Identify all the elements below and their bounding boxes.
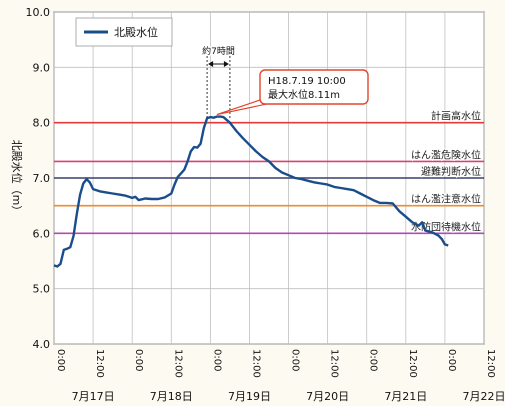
x-axis-day-labels: 7月17日 7月18日 7月19日 7月20日 7月21日 7月22日 <box>72 390 505 403</box>
day-label: 7月20日 <box>306 390 349 403</box>
duration-arrowhead-left <box>208 61 214 67</box>
x-tick-label: 12:00 <box>329 349 340 378</box>
callout-line2: 最大水位8.11m <box>268 88 340 101</box>
y-tick-label: 8.0 <box>33 117 51 130</box>
callout-line1: H18.7.19 10:00 <box>268 76 346 87</box>
y-tick-label: 5.0 <box>33 283 51 296</box>
duration-label: 約7時間 <box>202 45 235 57</box>
x-tick-label: 12:00 <box>485 349 496 378</box>
y-tick-label: 4.0 <box>33 338 51 351</box>
x-tick-label: 0:00 <box>446 349 457 371</box>
x-tick-label: 12:00 <box>250 349 261 378</box>
y-axis-tick-labels: 4.0 5.0 6.0 7.0 8.0 9.0 10.0 <box>26 6 51 351</box>
series-layer <box>53 115 449 268</box>
duration-arrowhead-right <box>223 61 229 67</box>
y-axis-label: 北殿水位（m） <box>10 140 24 217</box>
day-label: 7月21日 <box>384 390 427 403</box>
reference-line-label: 避難判断水位 <box>421 165 481 178</box>
series-line <box>53 115 449 268</box>
y-tick-label: 9.0 <box>33 61 51 74</box>
x-tick-label: 0:00 <box>368 349 379 371</box>
y-tick-label: 6.0 <box>33 227 51 240</box>
x-tick-label: 12:00 <box>94 349 105 378</box>
x-tick-label: 12:00 <box>407 349 418 378</box>
day-label: 7月22日 <box>463 390 505 403</box>
reference-line-label: はん濫危険水位 <box>411 148 481 161</box>
x-tick-label: 0:00 <box>133 349 144 371</box>
day-label: 7月19日 <box>228 390 271 403</box>
x-tick-label: 0:00 <box>55 349 66 371</box>
day-label: 7月18日 <box>150 390 193 403</box>
y-tick-label: 7.0 <box>33 172 51 185</box>
x-axis-tick-labels: 0:00 12:00 0:00 12:00 0:00 12:00 0:00 12:00 0:00… <box>55 349 496 378</box>
day-label: 7月17日 <box>72 390 115 403</box>
legend: 北殿水位 <box>75 17 173 47</box>
x-tick-label: 0:00 <box>290 349 301 371</box>
reference-line-label: 計画高水位 <box>431 110 481 123</box>
x-tick-label: 12:00 <box>172 349 183 378</box>
x-tick-label: 0:00 <box>211 349 222 371</box>
legend-label: 北殿水位 <box>114 25 158 39</box>
reference-line-label: はん濫注意水位 <box>411 193 481 206</box>
y-tick-label: 10.0 <box>26 6 51 19</box>
callout-box <box>259 69 369 105</box>
